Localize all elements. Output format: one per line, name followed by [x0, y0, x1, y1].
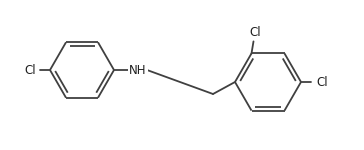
Text: NH: NH — [129, 63, 147, 76]
Text: Cl: Cl — [24, 63, 36, 76]
Text: Cl: Cl — [250, 26, 261, 39]
Text: Cl: Cl — [316, 75, 328, 88]
